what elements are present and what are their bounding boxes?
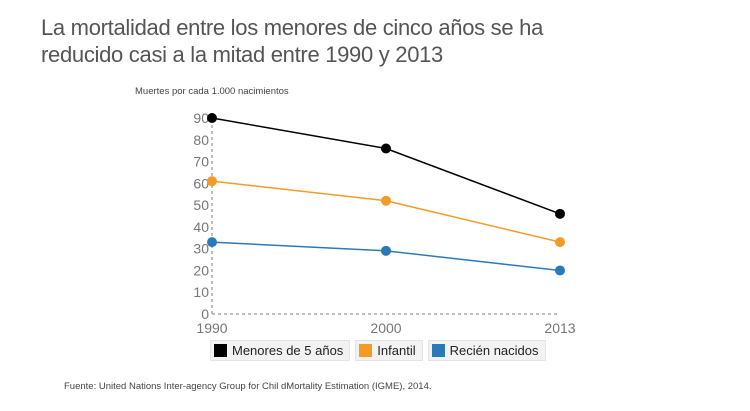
y-tick-label: 60: [193, 175, 209, 191]
y-tick-label: 10: [193, 284, 209, 300]
legend-label: Menores de 5 años: [232, 343, 344, 358]
data-point: [207, 113, 217, 123]
source-note: Fuente: United Nations Inter-agency Grou…: [64, 381, 432, 392]
data-point: [381, 245, 391, 256]
y-tick-label: 70: [193, 154, 209, 170]
title-line-2: reducido casi a la mitad entre 1990 y 20…: [41, 42, 443, 67]
legend-label: Infantil: [377, 343, 416, 358]
y-tick-label: 30: [193, 241, 209, 257]
y-tick-label: 90: [193, 110, 209, 126]
y-axis-label: Muertes por cada 1.000 nacimientos: [135, 86, 289, 97]
data-point: [381, 143, 391, 154]
legend-item: Menores de 5 años: [210, 340, 351, 361]
legend-label: Recién nacidos: [449, 343, 539, 358]
legend: Menores de 5 años Infantil Recién nacidos: [210, 340, 546, 361]
data-point: [207, 176, 217, 187]
y-tick-label: 20: [193, 262, 209, 278]
legend-swatch: [214, 344, 227, 357]
data-point: [207, 237, 217, 248]
y-tick-label: 80: [193, 132, 209, 148]
legend-swatch: [431, 344, 445, 357]
x-tick-label: 2013: [544, 320, 575, 336]
x-tick-label: 2000: [370, 320, 401, 336]
x-tick-label: 1990: [196, 320, 227, 336]
series-line: [211, 180, 561, 243]
data-point: [555, 237, 565, 248]
y-tick-label: 40: [193, 219, 209, 235]
legend-item: Recién nacidos: [427, 340, 546, 361]
legend-item: Infantil: [355, 340, 423, 361]
data-point: [381, 195, 391, 206]
y-tick-label: 50: [193, 197, 209, 213]
y-tick-label: 0: [201, 306, 209, 322]
data-point: [555, 265, 565, 276]
data-point: [555, 208, 565, 219]
legend-swatch: [359, 344, 373, 357]
chart-title: La mortalidad entre los menores de cinco…: [41, 14, 543, 68]
title-line-1: La mortalidad entre los menores de cinco…: [41, 15, 544, 40]
